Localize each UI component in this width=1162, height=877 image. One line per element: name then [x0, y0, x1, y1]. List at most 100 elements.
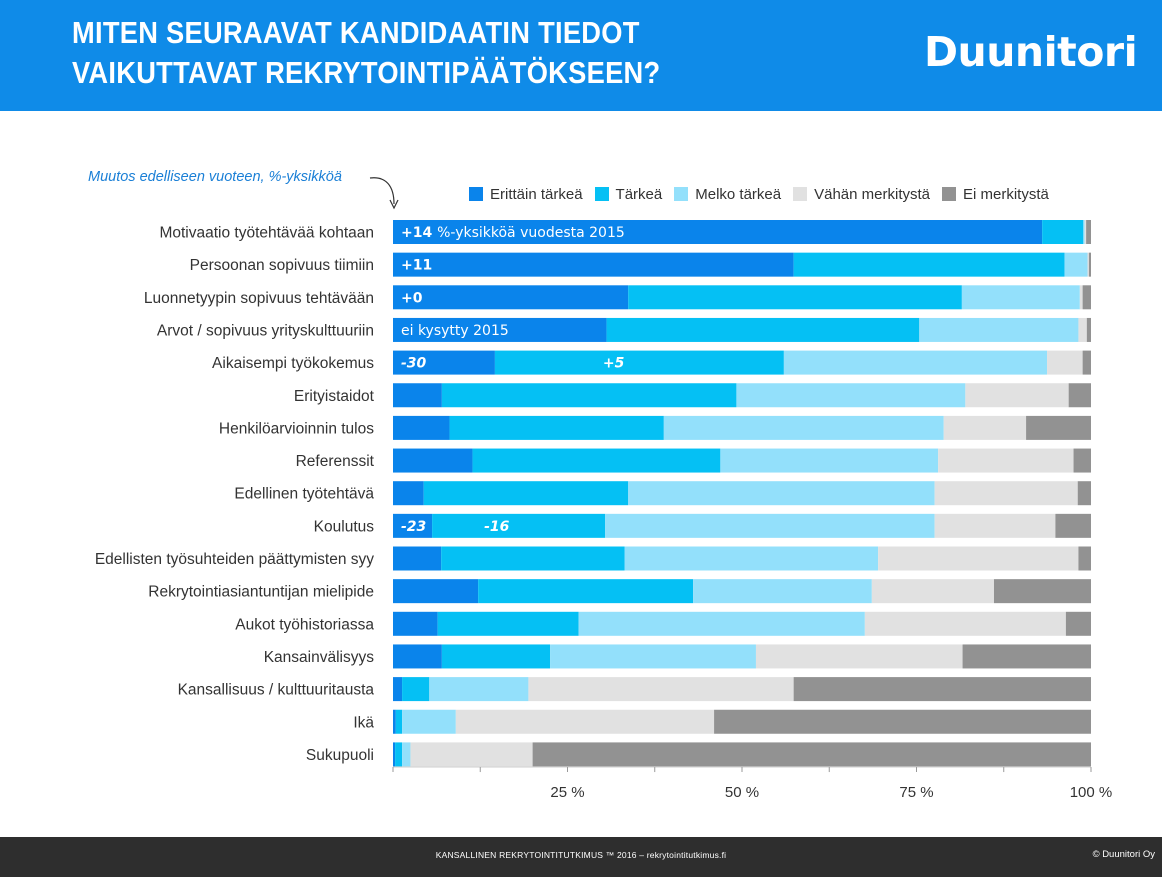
footer: KANSALLINEN REKRYTOINTITUTKIMUS ™ 2016 –…	[0, 837, 1162, 877]
bar-segment	[393, 317, 607, 342]
bar-segment	[1055, 513, 1091, 538]
bar-annotation: +0	[401, 290, 423, 306]
category-label: Erityistaidot	[294, 388, 375, 405]
bar-segment	[494, 350, 784, 375]
bar-segment	[1088, 252, 1091, 277]
category-label: Rekrytointiasiantuntijan mielipide	[148, 584, 374, 601]
legend-label: Ei merkitystä	[963, 185, 1049, 203]
bar-segment	[605, 513, 935, 538]
bar-segment	[864, 611, 1066, 636]
category-label: Koulutus	[314, 518, 375, 535]
bar-segment	[624, 546, 879, 571]
bar-segment	[938, 448, 1074, 473]
category-label: Referenssit	[296, 453, 375, 470]
category-label: Kansallisuus / kulttuuritausta	[178, 682, 375, 699]
legend-label: Melko tärkeä	[695, 185, 782, 203]
bar-segment	[1086, 220, 1091, 244]
bar-segment	[395, 742, 403, 767]
bar-segment	[441, 644, 551, 669]
category-label: Kansainvälisyys	[264, 649, 375, 666]
category-label: Aukot työhistoriassa	[235, 616, 374, 633]
bar-segment	[1042, 220, 1084, 244]
bar-segment	[628, 481, 935, 506]
bar-segment	[720, 448, 939, 473]
bar-segment	[878, 546, 1079, 571]
bar-segment	[393, 677, 403, 702]
bar-segment	[871, 579, 994, 604]
bar-segment	[449, 415, 664, 440]
bar-segment	[528, 677, 794, 702]
legend-swatch	[942, 187, 956, 201]
category-label: Ikä	[353, 714, 374, 731]
bar-segment	[437, 611, 579, 636]
x-tick-label: 100 %	[1070, 784, 1113, 801]
bar-annotation: +14 %-yksikköä vuodesta 2015	[401, 225, 625, 241]
category-label: Persoonan sopivuus tiimiin	[190, 257, 374, 274]
bar-segment	[423, 481, 629, 506]
bar-segment	[1086, 317, 1091, 342]
bar-annotation: -16	[484, 519, 510, 535]
bar-segment	[402, 709, 456, 734]
category-label: Motivaatio työtehtävää kohtaan	[159, 225, 374, 242]
bar-segment	[755, 644, 963, 669]
category-label: Henkilöarvioinnin tulos	[219, 420, 374, 437]
category-label: Luonnetyypin sopivuus tehtävään	[144, 290, 374, 307]
bar-segment	[628, 285, 962, 310]
curved-arrow-icon	[369, 177, 399, 210]
bar-segment	[1077, 481, 1091, 506]
legend-item: Erittäin tärkeä	[469, 186, 583, 203]
bar-segment	[1047, 350, 1083, 375]
bar-segment	[1079, 285, 1083, 310]
bar-segment	[472, 448, 721, 473]
legend-item: Tärkeä	[594, 185, 663, 203]
bar-segment	[1082, 285, 1091, 310]
page-title: MITEN SEURAAVAT KANDIDAATIN TIEDOT VAIKU…	[72, 15, 661, 90]
legend-label: Vähän merkitystä	[814, 185, 930, 203]
bar-segment	[1087, 252, 1089, 277]
bar-annotation: +5	[603, 356, 625, 372]
bar-segment	[714, 709, 1091, 734]
bar-segment	[441, 383, 737, 408]
bar-segment	[934, 513, 1056, 538]
legend: Erittäin tärkeä Tärkeä Melko tärkeä Vähän m…	[469, 184, 1061, 204]
category-label: Edellisten työsuhteiden päättymisten syy	[95, 551, 374, 568]
bar-segment	[393, 742, 396, 767]
bar-segment	[919, 317, 1079, 342]
bar-segment	[578, 611, 865, 636]
bar-segment	[962, 644, 1091, 669]
bar-segment	[934, 481, 1078, 506]
legend-label: Erittäin tärkeä	[490, 185, 583, 203]
bar-segment	[1078, 317, 1087, 342]
category-label: Sukupuoli	[306, 747, 374, 764]
bar-segment	[393, 252, 794, 277]
bar-segment	[393, 220, 1043, 244]
legend-swatch	[594, 187, 609, 201]
bar-segment	[393, 285, 629, 310]
duunitori-logo[interactable]: Duunitori	[924, 28, 1138, 76]
bar-segment	[793, 252, 1065, 277]
bar-annotation: +11	[401, 258, 432, 274]
bar-segment	[441, 546, 625, 571]
legend-item: Ei merkitystä	[942, 186, 1049, 203]
bar-segment	[393, 644, 442, 669]
bar-segment	[532, 742, 1091, 767]
bar-segment	[736, 383, 966, 408]
bar-segment	[395, 709, 403, 734]
footer-copyright: © Duunitori Oy	[1092, 849, 1155, 860]
bar-segment	[663, 415, 944, 440]
x-tick-label: 75 %	[899, 784, 933, 801]
footer-source: KANSALLINEN REKRYTOINTITUTKIMUS ™ 2016 –…	[435, 850, 727, 860]
bar-segment	[961, 285, 1080, 310]
legend-label: Tärkeä	[615, 185, 663, 203]
bar-annotation: ei kysytty 2015	[401, 323, 509, 339]
legend-swatch	[674, 187, 689, 201]
bar-segment	[1082, 350, 1091, 375]
bar-segment	[393, 546, 442, 571]
bar-segment	[1083, 220, 1085, 244]
bar-segment	[943, 415, 1027, 440]
bar-segment	[1084, 220, 1087, 244]
bar-segment	[550, 644, 756, 669]
bar-segment	[432, 513, 606, 538]
bar-segment	[965, 383, 1069, 408]
bar-segment	[1065, 611, 1091, 636]
